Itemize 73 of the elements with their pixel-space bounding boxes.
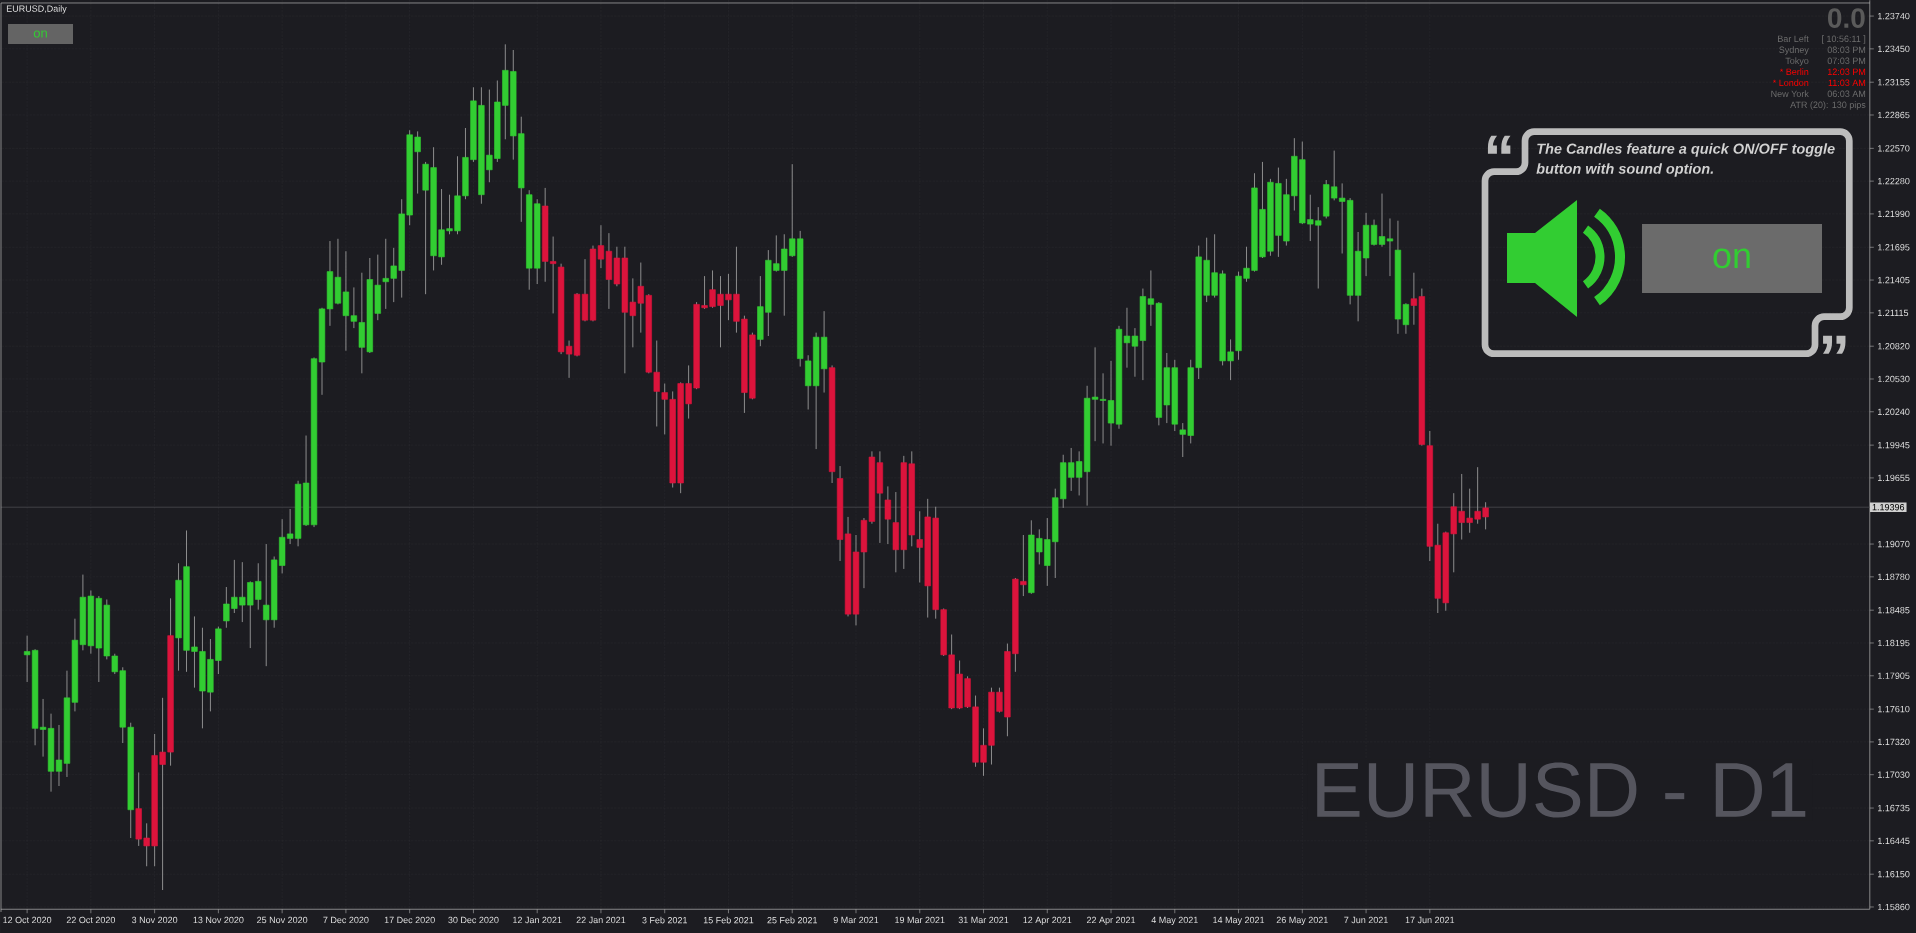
annotation: on [33, 30, 47, 38]
x-tick-label: 12 Oct 2020 [3, 916, 52, 924]
annotation: EURUSD - D1 [1317, 762, 1806, 818]
annotation: * Berlin [1779, 68, 1809, 75]
x-tick-label: 12 Jan 2021 [513, 916, 562, 924]
x-tick-label: 14 May 2021 [1213, 916, 1265, 925]
x-tick-label: 22 Apr 2021 [1086, 916, 1136, 925]
y-tick-label: 1.22280 [1878, 177, 1910, 185]
x-tick-label: 13 Nov 2020 [193, 916, 244, 924]
annotation: [ 10:56:11 ] [1822, 35, 1866, 44]
y-tick-label: 1.16445 [1878, 837, 1910, 845]
x-tick-label: 7 Jun 2021 [1344, 916, 1388, 924]
annotation: 06:03 AM [1827, 90, 1866, 97]
annotation: * London [1772, 79, 1809, 86]
y-tick-label: 1.15860 [1878, 903, 1910, 911]
y-tick-label: 1.23155 [1878, 79, 1910, 86]
y-tick-label: 1.17320 [1878, 738, 1910, 746]
y-tick-label: 1.16150 [1878, 871, 1910, 878]
y-tick-label: 1.20530 [1878, 375, 1910, 383]
annotation: The Candles feature a quick ON/OFF toggle button with sound option. [1536, 143, 1835, 177]
y-tick-label: 1.21990 [1878, 210, 1910, 218]
x-tick-label: 30 Dec 2020 [448, 916, 499, 924]
y-tick-label: 1.21405 [1878, 276, 1910, 284]
y-tick-label: 1.23740 [1878, 12, 1910, 20]
x-tick-label: 3 Feb 2021 [642, 916, 688, 924]
annotation: 08:03 PM [1827, 46, 1866, 53]
ref-line-label: 1.19396 [1872, 504, 1905, 511]
y-tick-label: 1.22570 [1878, 145, 1910, 152]
annotation: 0.0 [1828, 8, 1865, 28]
x-tick-label: 25 Feb 2021 [767, 916, 818, 924]
x-tick-label: 4 May 2021 [1151, 916, 1198, 925]
annotation: 11:03 AM [1828, 79, 1866, 86]
y-tick-label: 1.21695 [1878, 244, 1910, 251]
y-tick-label: 1.20820 [1878, 343, 1910, 350]
y-tick-label: 1.23450 [1878, 45, 1910, 53]
annotation: New York [1771, 90, 1809, 97]
x-tick-label: 31 Mar 2021 [958, 916, 1009, 924]
text: EURUSD,Daily [6, 5, 67, 14]
annotation: “ [1487, 135, 1511, 154]
annotation: ” [1822, 335, 1846, 354]
x-tick-label: 12 Apr 2021 [1023, 916, 1072, 925]
x-tick-label: 15 Feb 2021 [703, 916, 754, 924]
x-tick-label: 17 Jun 2021 [1405, 916, 1455, 924]
x-tick-label: 17 Dec 2020 [384, 916, 435, 924]
x-tick-label: 7 Dec 2020 [323, 916, 369, 924]
y-tick-label: 1.18780 [1878, 573, 1910, 581]
y-tick-label: 1.16735 [1878, 804, 1910, 812]
y-tick-label: 1.18485 [1878, 607, 1910, 614]
x-tick-label: 9 Mar 2021 [833, 916, 879, 924]
annotation: Bar Left [1778, 35, 1809, 42]
y-tick-label: 1.17905 [1878, 672, 1910, 679]
x-tick-label: 19 Mar 2021 [895, 916, 945, 924]
y-tick-label: 1.21115 [1878, 309, 1909, 317]
x-tick-label: 3 Nov 2020 [131, 916, 178, 924]
x-tick-label: 22 Oct 2020 [66, 916, 116, 924]
y-tick-label: 1.17610 [1878, 705, 1910, 713]
x-tick-label: 26 May 2021 [1276, 916, 1328, 925]
y-tick-label: 1.17030 [1878, 771, 1910, 778]
y-tick-label: 1.22865 [1878, 111, 1910, 119]
y-tick-label: 1.19655 [1878, 474, 1910, 482]
annotation: 12:03 PM [1827, 68, 1866, 75]
annotation: 07:03 PM [1827, 57, 1866, 64]
x-tick-label: 25 Nov 2020 [257, 916, 308, 924]
annotation: ATR (20): 130 pips [1790, 101, 1866, 110]
candlestick [884, 485, 892, 545]
y-tick-label: 1.20240 [1878, 408, 1910, 415]
x-tick-label: 22 Jan 2021 [576, 916, 626, 924]
annotation: on [1713, 248, 1750, 269]
annotation: Sydney [1779, 46, 1809, 55]
y-tick-label: 1.18195 [1878, 639, 1910, 647]
annotation: Tokyo [1785, 57, 1809, 66]
y-tick-label: 1.19070 [1878, 540, 1910, 548]
y-tick-label: 1.19945 [1878, 441, 1910, 449]
